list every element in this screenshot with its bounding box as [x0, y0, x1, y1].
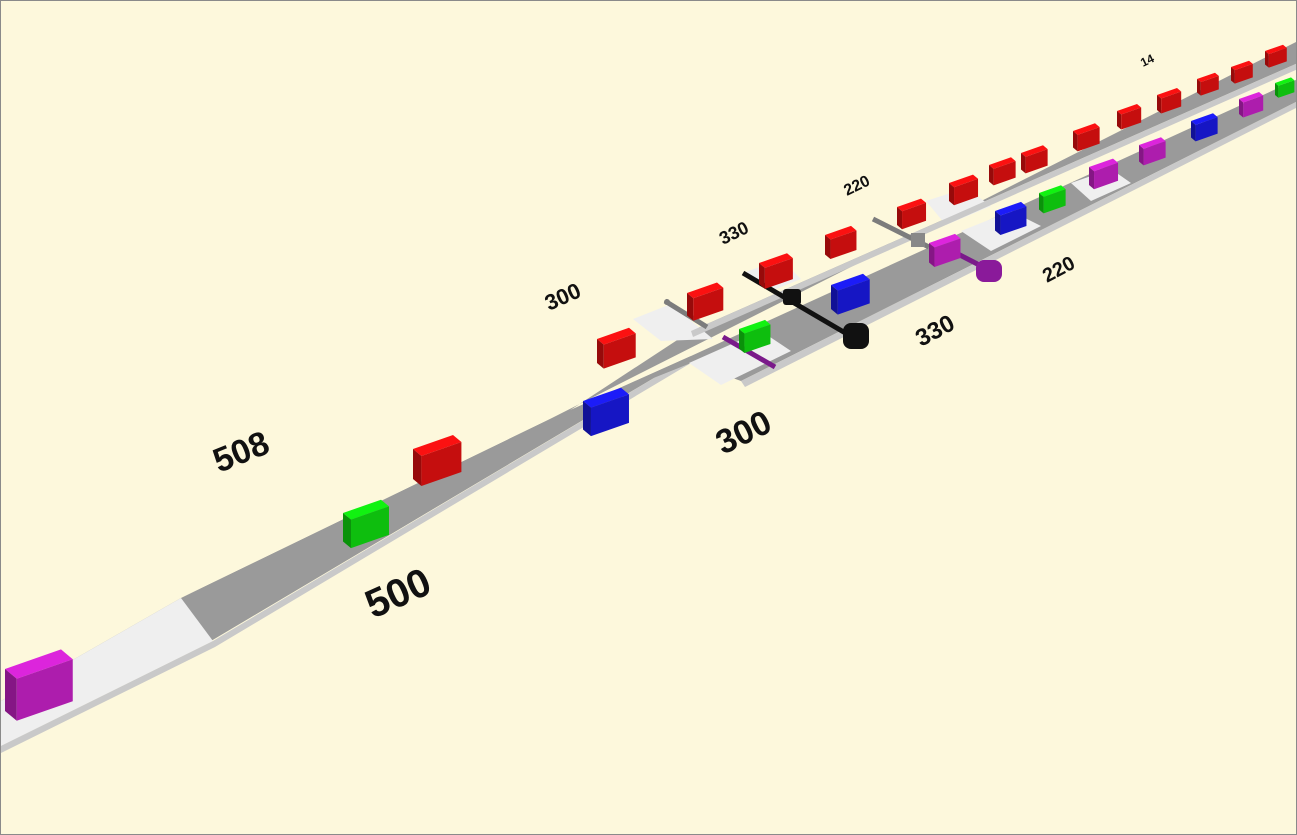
- lower-branch-road: [546, 79, 1296, 421]
- vehicle-red-upper-13: [1231, 60, 1253, 84]
- vehicle-red-upper-12: [1197, 72, 1219, 96]
- gate-gray-upper-2: [871, 216, 931, 250]
- vehicle-magenta-lower-1: [929, 233, 961, 268]
- main-road-edge: [1, 356, 691, 753]
- vehicle-red-upper-14: [1265, 44, 1287, 68]
- upper-road-surface: [181, 42, 1296, 598]
- gate-purple-lower-1: [721, 334, 777, 370]
- vehicle-red-upper-8: [1021, 145, 1048, 174]
- label-upper-220: 220: [841, 173, 873, 200]
- vehicle-red-upper-9: [1073, 123, 1100, 152]
- vehicle-magenta-lower-3: [1139, 137, 1166, 166]
- upper-road-edge: [691, 63, 1296, 337]
- vehicle-red-main: [413, 435, 462, 486]
- main-road-light-segment: [1, 598, 213, 746]
- vehicle-red-upper-11: [1157, 88, 1182, 114]
- main-road: [1, 356, 691, 753]
- vehicle-blue-lower-2: [831, 273, 870, 315]
- label-lower-330: 330: [911, 310, 959, 353]
- label-upper-300: 300: [541, 278, 585, 316]
- vehicle-blue-lower-1: [583, 387, 629, 437]
- label-upper-far: 14: [1138, 51, 1156, 70]
- vehicle-red-upper-1: [597, 327, 636, 369]
- vehicle-green-lower-3: [1275, 77, 1295, 98]
- vehicle-blue-lower-4: [1191, 113, 1218, 142]
- vehicles-layer: [5, 44, 1295, 721]
- label-main-left: 508: [208, 424, 275, 480]
- vehicle-magenta-main: [5, 649, 73, 721]
- vehicle-red-upper-5: [897, 198, 927, 230]
- label-lower-300: 300: [710, 403, 778, 462]
- vehicle-blue-lower-3: [995, 201, 1027, 236]
- vehicle-red-upper-10: [1117, 104, 1142, 130]
- label-lower-220: 220: [1039, 252, 1079, 287]
- label-main-right: 500: [359, 560, 438, 627]
- vehicle-red-upper-4: [825, 225, 857, 260]
- lower-road-surface: [546, 79, 1296, 421]
- gate-purple-lower-2: [954, 250, 1002, 282]
- vehicle-green-main: [343, 499, 389, 549]
- vehicle-green-lower-1: [739, 319, 771, 354]
- vehicle-magenta-lower-4: [1239, 92, 1264, 118]
- vehicle-magenta-lower-2: [1089, 158, 1119, 190]
- gate-gray-upper-1: [663, 298, 709, 330]
- vehicle-red-upper-3: [759, 253, 793, 289]
- vehicle-red-upper-7: [989, 157, 1016, 186]
- vehicle-green-lower-2: [1039, 185, 1066, 214]
- vehicle-red-upper-2: [687, 282, 724, 321]
- lower-road-edge: [741, 102, 1296, 387]
- label-upper-330: 330: [716, 217, 752, 248]
- vehicle-red-upper-6: [949, 174, 979, 206]
